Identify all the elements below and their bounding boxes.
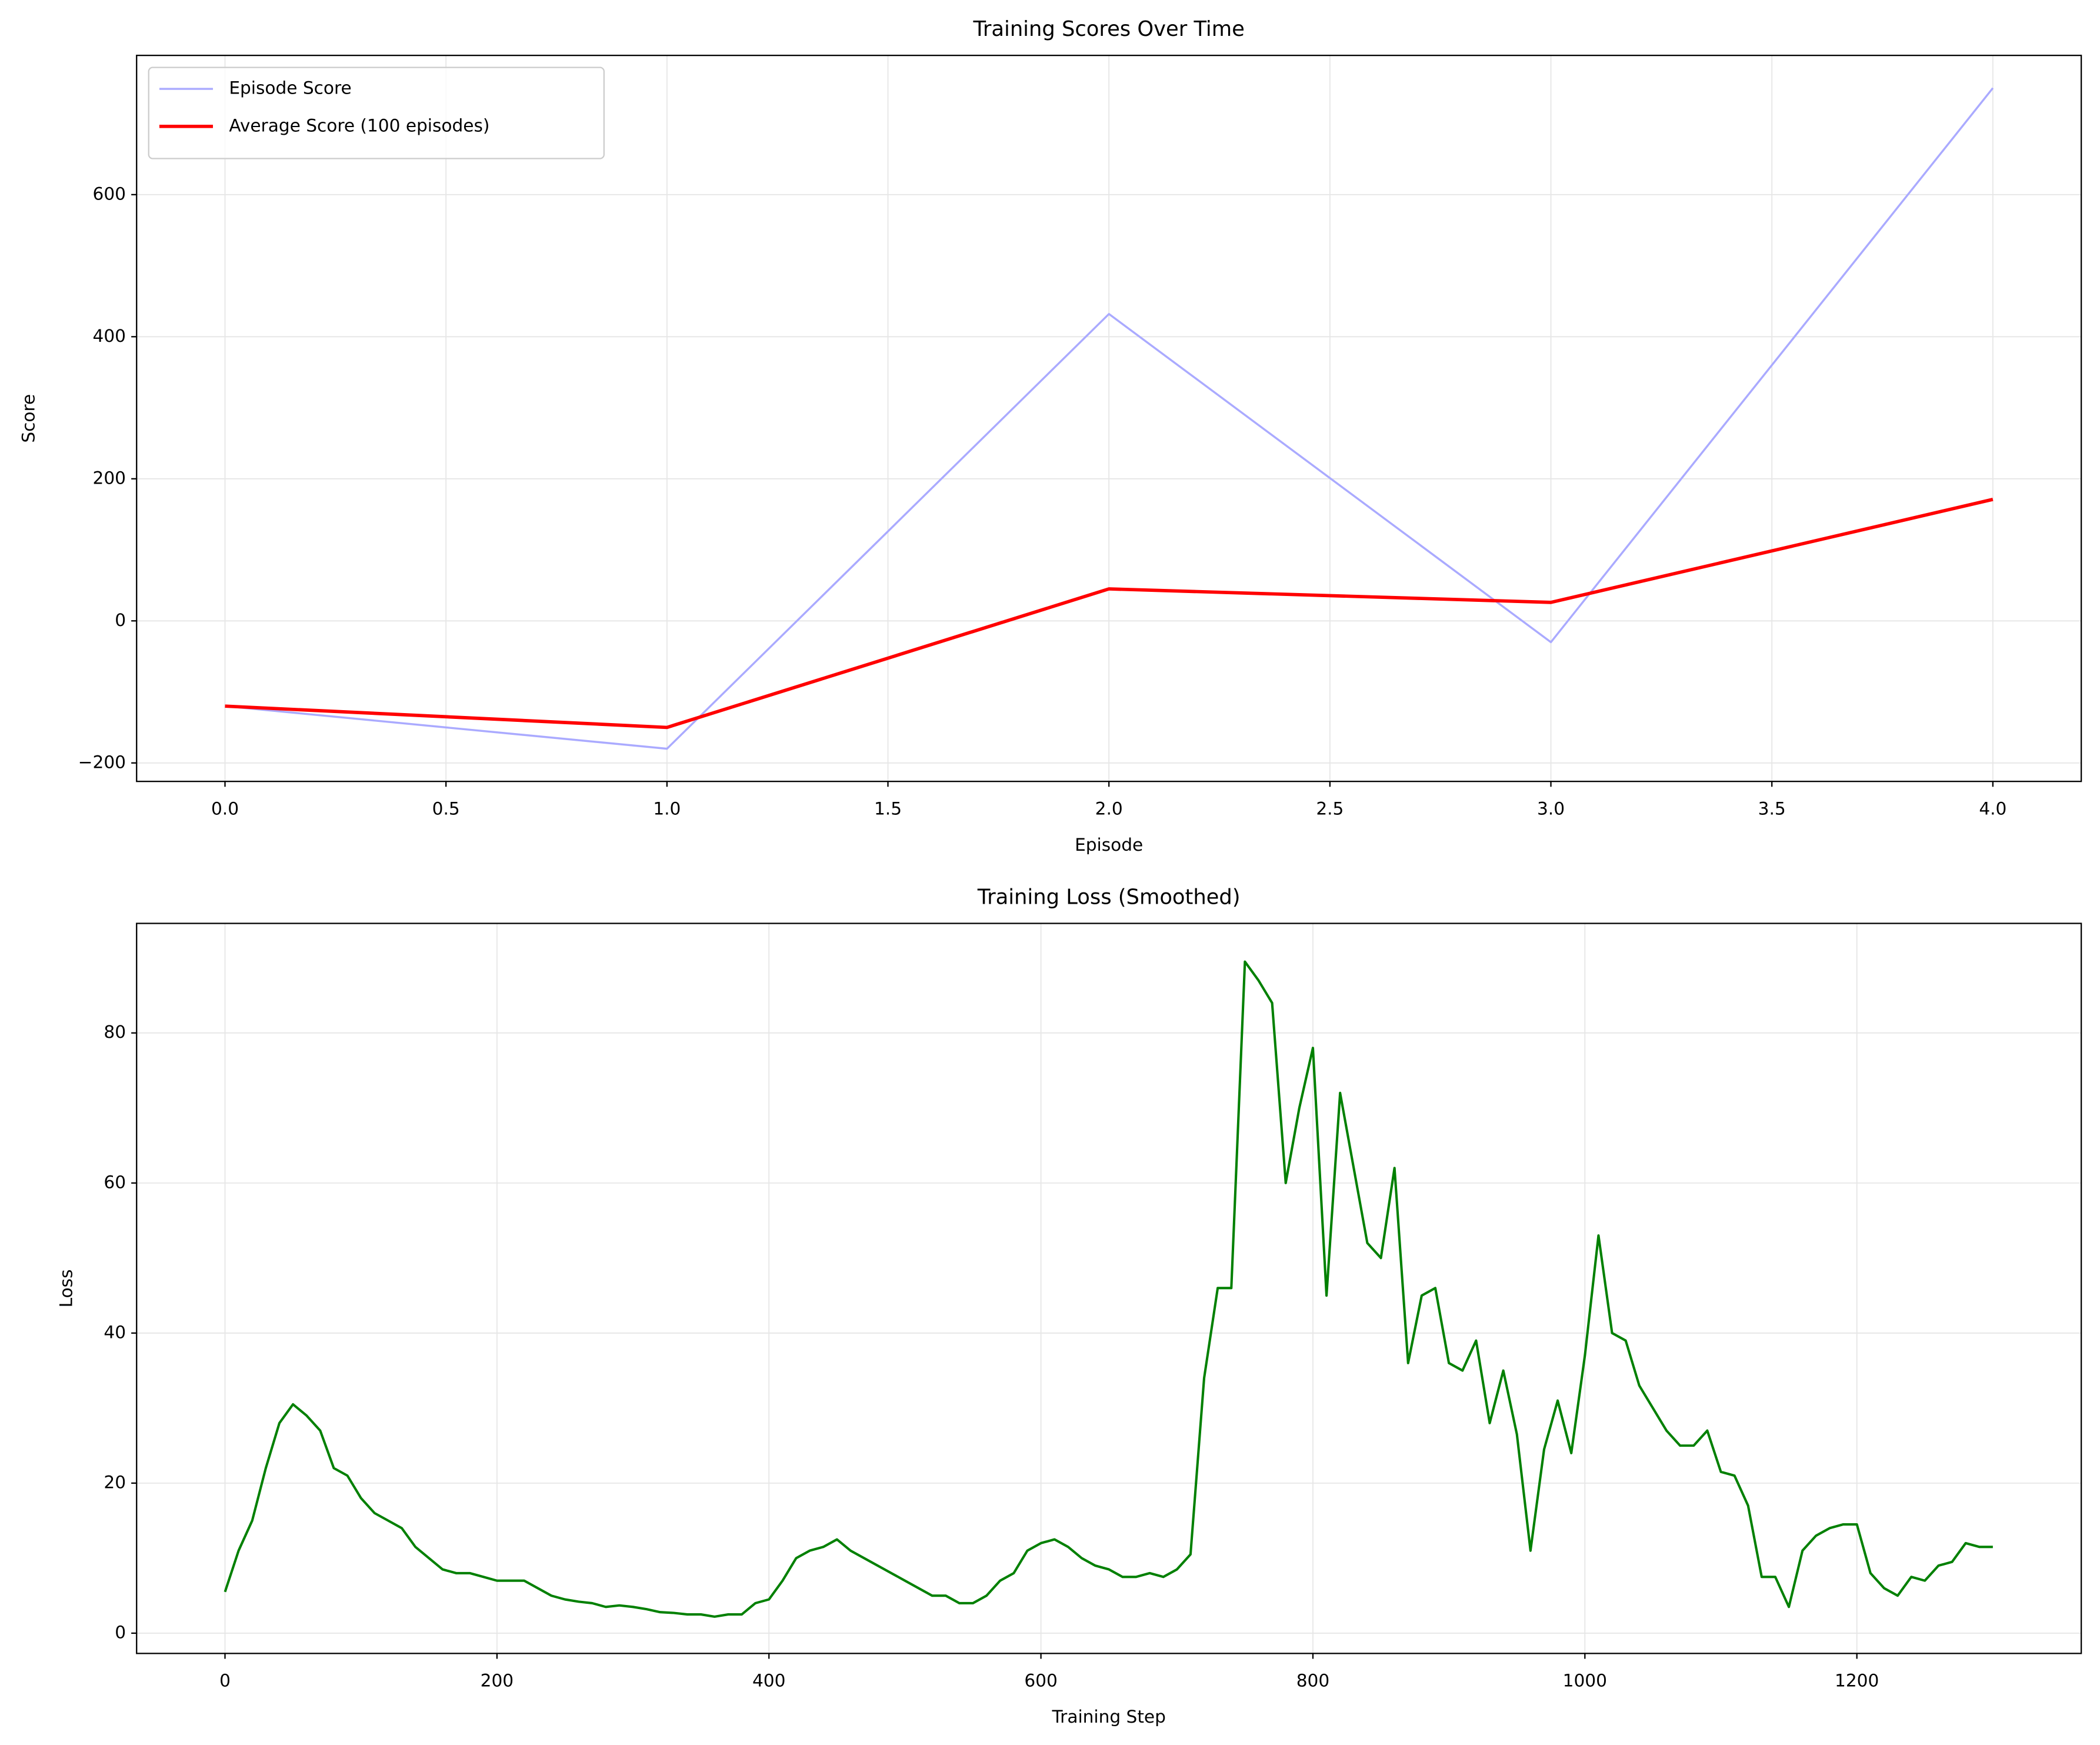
series-line	[225, 87, 1994, 750]
x-tick-label: 200	[481, 1671, 514, 1691]
plot-frame	[136, 923, 2082, 1654]
x-tick-label: 0	[219, 1671, 231, 1691]
x-tick-label: 2.5	[1316, 798, 1344, 818]
y-tick-label: 0	[115, 1622, 126, 1642]
legend-frame	[148, 66, 605, 159]
y-tick-label: 600	[93, 184, 126, 204]
x-tick-label: 0.5	[432, 798, 460, 818]
x-tick-label: 1200	[1835, 1671, 1879, 1691]
y-tick-label: 400	[93, 326, 126, 346]
chart-title: Training Scores Over Time	[973, 17, 1245, 41]
y-tick-label: 200	[93, 468, 126, 488]
x-tick-label: 600	[1024, 1671, 1057, 1691]
x-tick-label: 1000	[1563, 1671, 1607, 1691]
y-axis-label: Loss	[56, 1269, 76, 1307]
x-tick-label: 400	[752, 1671, 785, 1691]
x-tick-label: 2.0	[1095, 798, 1123, 818]
x-tick-label: 3.5	[1758, 798, 1786, 818]
y-axis-label: Score	[19, 394, 39, 443]
y-tick-label: 80	[104, 1022, 126, 1042]
x-axis-label: Training Step	[1051, 1707, 1165, 1727]
chart-title: Training Loss (Smoothed)	[977, 885, 1241, 909]
x-tick-label: 800	[1296, 1671, 1329, 1691]
legend-label: Average Score (100 episodes)	[229, 115, 489, 135]
y-tick-label: 20	[104, 1472, 126, 1492]
y-tick-label: 60	[104, 1172, 126, 1192]
series-line	[225, 498, 1994, 730]
x-tick-label: 3.0	[1537, 798, 1565, 818]
plot-frame	[136, 55, 2082, 782]
x-tick-label: 1.0	[653, 798, 681, 818]
x-tick-label: 1.5	[874, 798, 902, 818]
x-tick-label: 4.0	[1979, 798, 2006, 818]
x-tick-label: 0.0	[211, 798, 239, 818]
y-tick-label: 0	[115, 610, 126, 630]
legend-label: Episode Score	[229, 78, 351, 98]
series-line	[224, 960, 1993, 1618]
x-axis-label: Episode	[1075, 835, 1143, 855]
y-tick-label: −200	[78, 752, 126, 772]
y-tick-label: 40	[104, 1322, 126, 1342]
legend: Episode Score Average Score (100 episodes…	[148, 66, 605, 159]
